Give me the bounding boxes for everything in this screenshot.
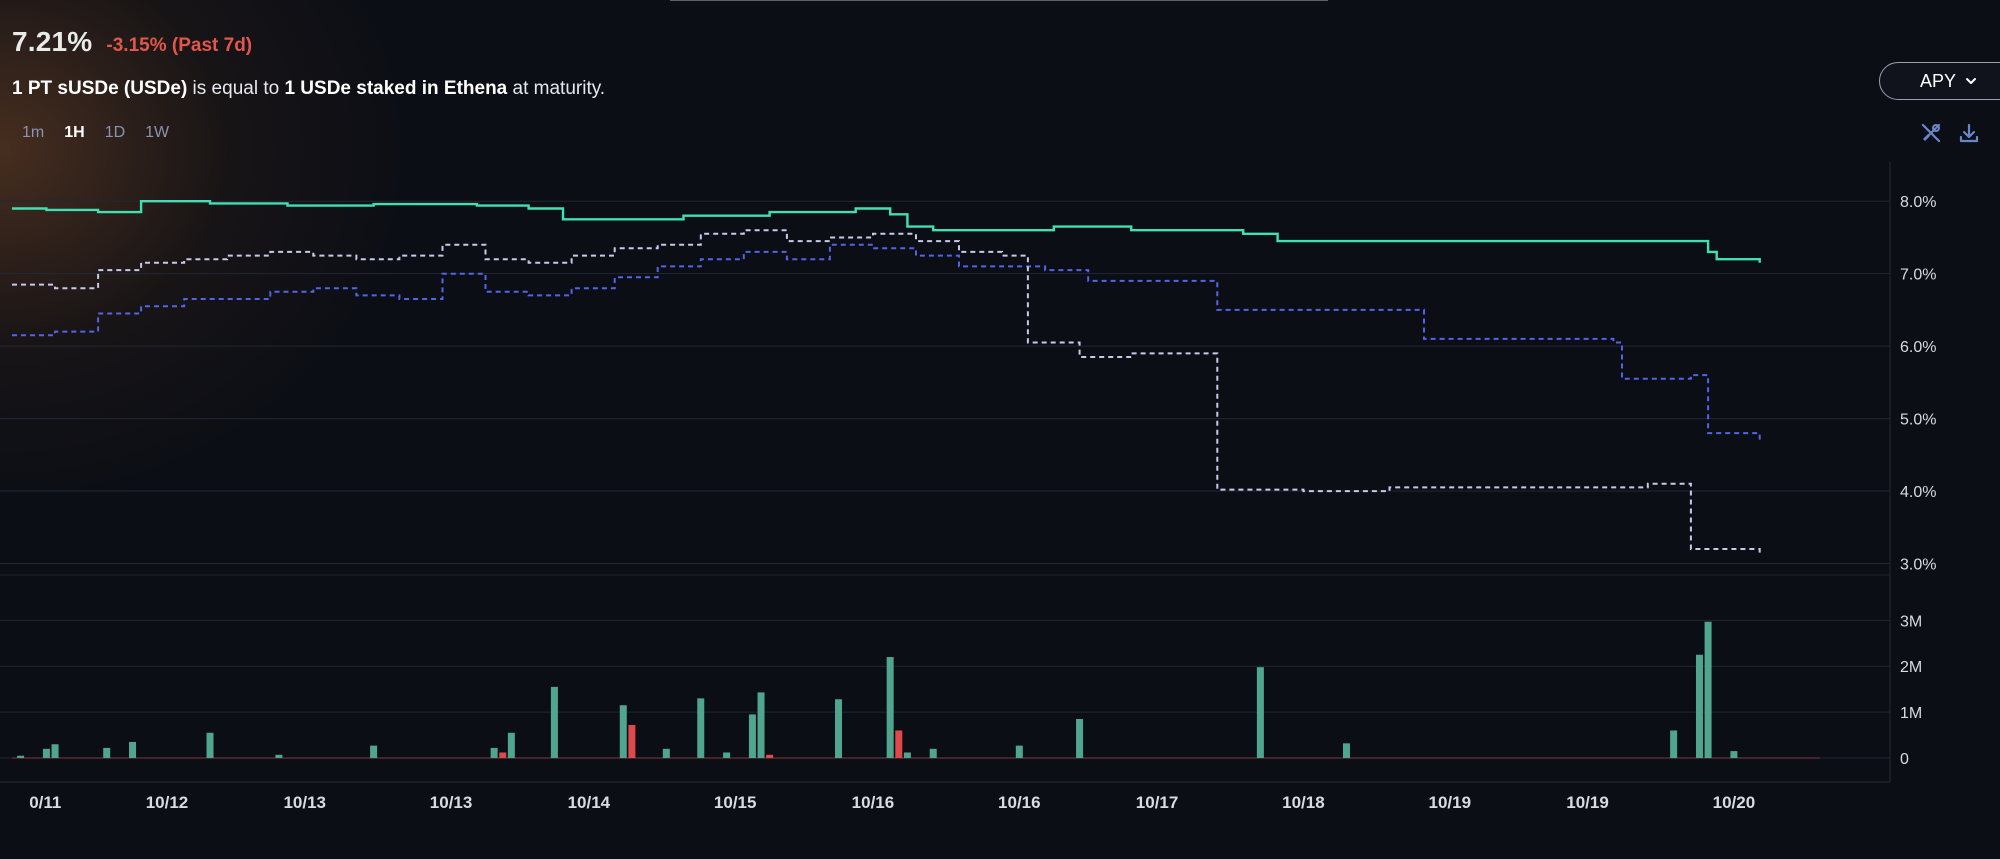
- x-tick-label: 10/16: [998, 793, 1041, 812]
- volume-bar: [1730, 751, 1738, 758]
- x-tick-label: 10/13: [430, 793, 473, 812]
- desc-text-2: at maturity.: [507, 78, 606, 99]
- apy-tick-label: 5.0%: [1900, 412, 1936, 429]
- apy-header: 7.21% -3.15% (Past 7d): [12, 26, 252, 58]
- volume-bar: [835, 699, 843, 758]
- volume-bar: [1076, 719, 1084, 758]
- apy-value: 7.21%: [12, 26, 93, 57]
- volume-bar: [628, 724, 636, 758]
- series-line-blue: [12, 243, 1761, 441]
- x-tick-label: 10/20: [1713, 793, 1756, 812]
- volume-bar: [1256, 667, 1264, 758]
- apy-tick-label: 4.0%: [1900, 484, 1936, 501]
- volume-tick-label: 1M: [1900, 705, 1922, 722]
- volume-bar: [275, 754, 283, 758]
- volume-bar: [619, 705, 627, 758]
- volume-bar: [1670, 730, 1678, 758]
- volume-tick-label: 3M: [1900, 613, 1922, 630]
- volume-bar: [507, 732, 515, 758]
- x-tick-label: 10/15: [714, 793, 757, 812]
- x-tick-label: 10/13: [283, 793, 326, 812]
- interval-1h[interactable]: 1H: [64, 124, 85, 141]
- volume-tick-label: 0: [1900, 751, 1909, 768]
- chevron-down-icon: [1966, 78, 1977, 84]
- x-tick-label: 10/14: [568, 793, 611, 812]
- interval-1d[interactable]: 1D: [104, 124, 126, 141]
- volume-bar: [103, 747, 111, 758]
- x-tick-label: 10/19: [1566, 793, 1609, 812]
- volume-bar: [723, 752, 731, 758]
- interval-1m[interactable]: 1m: [22, 124, 45, 141]
- volume-bar: [697, 698, 705, 758]
- apy-tick-label: 8.0%: [1900, 194, 1936, 211]
- apy-tick-label: 6.0%: [1900, 339, 1936, 356]
- volume-bar: [206, 732, 214, 758]
- volume-tick-label: 2M: [1900, 659, 1922, 676]
- x-tick-label: 10/17: [1136, 793, 1179, 812]
- volume-bar: [757, 692, 765, 758]
- volume-bar: [42, 748, 50, 758]
- desc-underlying: 1 USDe staked in Ethena: [284, 78, 508, 99]
- apy-change: -3.15% (Past 7d): [106, 35, 253, 56]
- volume-bar: [499, 752, 507, 758]
- volume-bar: [370, 745, 378, 758]
- volume-bar: [1342, 743, 1350, 758]
- volume-bar: [1704, 621, 1712, 758]
- volume-bar: [766, 754, 774, 758]
- volume-bar: [903, 752, 911, 758]
- x-tick-label: 10/19: [1429, 793, 1472, 812]
- series-line-implied: [12, 200, 1761, 263]
- volume-bar: [550, 686, 558, 758]
- metric-select[interactable]: APY: [1879, 62, 2000, 100]
- tools-icon[interactable]: [1920, 122, 1942, 144]
- top-divider: [670, 0, 1328, 1]
- download-icon[interactable]: [1958, 122, 1980, 144]
- interval-1w[interactable]: 1W: [145, 124, 170, 141]
- apy-tick-label: 3.0%: [1900, 557, 1936, 574]
- x-tick-label: 0/11: [29, 793, 61, 812]
- volume-bar: [886, 657, 894, 758]
- x-tick-label: 10/18: [1282, 793, 1325, 812]
- volume-bar: [51, 744, 59, 758]
- desc-text-1: is equal to: [187, 78, 285, 99]
- desc-pt-token: 1 PT sUSDe (USDe): [12, 78, 188, 99]
- interval-tabs: 1m 1H 1D 1W: [20, 124, 171, 142]
- volume-bar: [895, 730, 903, 758]
- volume-bar: [1015, 745, 1023, 758]
- x-tick-label: 10/16: [852, 793, 895, 812]
- maturity-description: 1 PT sUSDe (USDe) is equal to 1 USDe sta…: [12, 78, 605, 100]
- x-tick-label: 10/12: [146, 793, 189, 812]
- metric-select-label: APY: [1919, 70, 1957, 91]
- series-line-underlying: [12, 229, 1761, 553]
- volume-bar: [662, 748, 670, 758]
- volume-bar: [929, 748, 937, 758]
- apy-tick-label: 7.0%: [1900, 267, 1936, 284]
- volume-bar: [1695, 654, 1703, 758]
- volume-bar: [17, 755, 25, 758]
- volume-bar: [129, 741, 137, 758]
- volume-bar: [490, 747, 498, 758]
- volume-bar: [748, 714, 756, 758]
